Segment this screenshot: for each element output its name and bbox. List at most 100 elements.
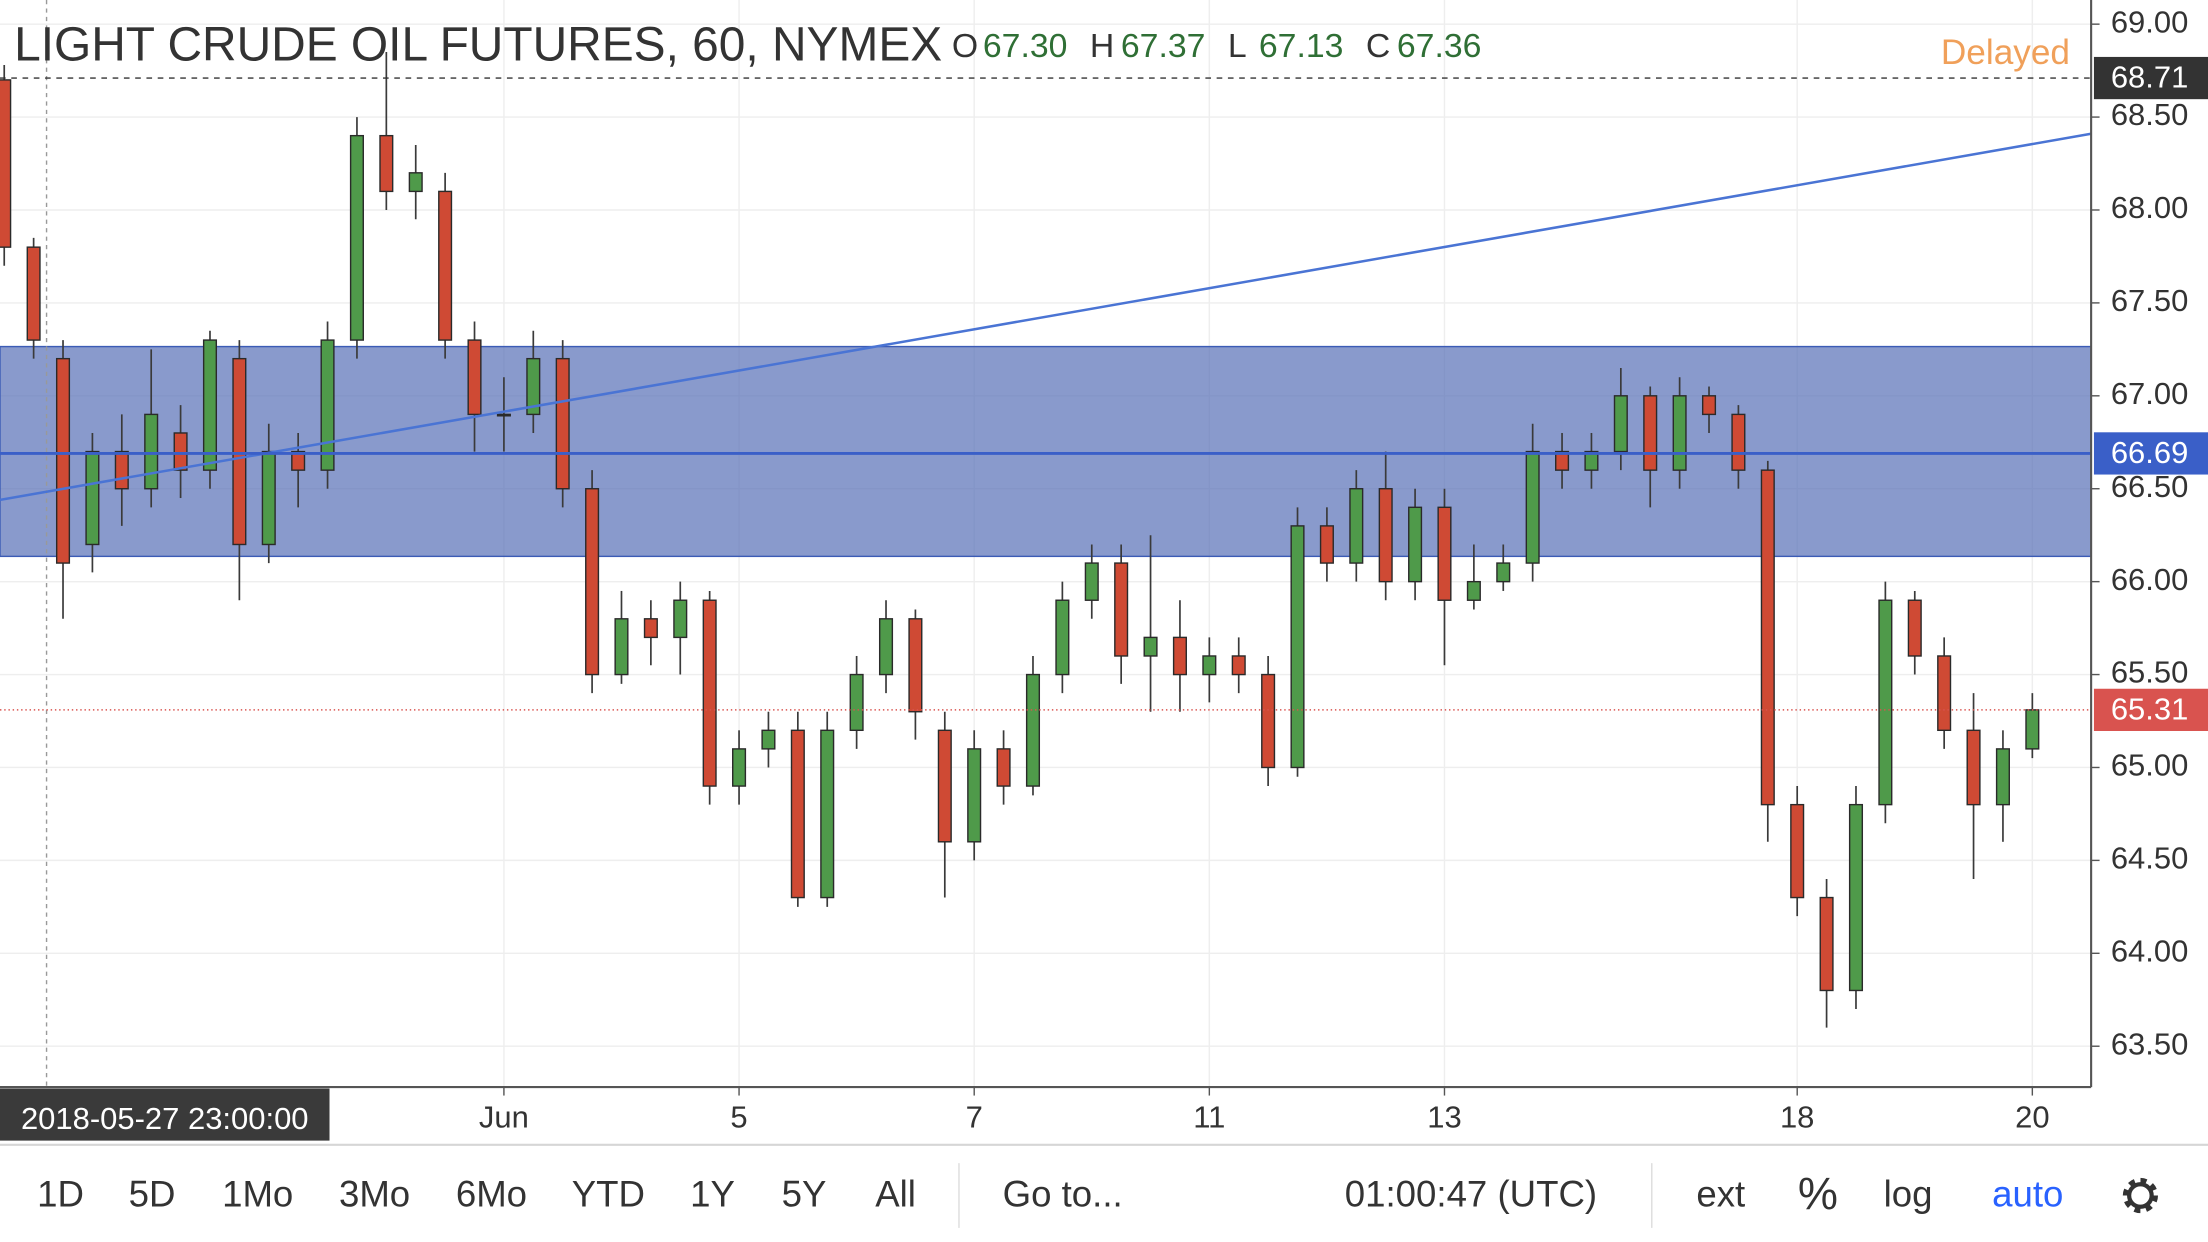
ohlc-key: L [1228, 27, 1247, 65]
candle-body [144, 413, 159, 490]
x-tick-label: 5 [730, 1100, 747, 1135]
candle-body [908, 618, 923, 713]
candle-body [849, 673, 864, 732]
ohlc-key: C [1366, 27, 1390, 65]
candle-body [438, 190, 453, 341]
candle-body [291, 450, 306, 471]
range-button[interactable]: 3Mo [339, 1174, 410, 1215]
goto-button[interactable]: Go to... [1003, 1174, 1123, 1215]
candle-body [1437, 506, 1452, 601]
price-label-box [2093, 688, 2208, 731]
option-button[interactable]: auto [1992, 1174, 2063, 1215]
range-button[interactable]: YTD [572, 1174, 645, 1215]
price-label: 68.71 [2111, 60, 2189, 95]
candle-body [967, 748, 982, 843]
plot [0, 0, 2092, 1088]
candle-body [996, 748, 1011, 787]
candle-body [55, 357, 71, 564]
y-tick-label: 67.50 [2111, 283, 2189, 318]
y-tick-label: 65.50 [2111, 655, 2189, 690]
range-button[interactable]: 1D [37, 1174, 84, 1215]
crosshair-label-box [0, 1088, 330, 1141]
candle-body [878, 618, 894, 676]
candle-body [1584, 450, 1599, 471]
candle-body [1319, 525, 1334, 564]
candle-body [526, 357, 541, 416]
clock: 01:00:47 (UTC) [1345, 1174, 1597, 1215]
y-tick-label: 68.50 [2111, 97, 2189, 132]
price-label-box [2093, 56, 2208, 100]
candle-body [761, 729, 776, 750]
x-tick-label: 20 [2015, 1100, 2049, 1135]
candle-body [1907, 599, 1922, 657]
candle-body [673, 599, 688, 639]
range-button[interactable]: 5Y [782, 1174, 827, 1215]
candle-body [2025, 709, 2040, 750]
candle-body [261, 450, 276, 546]
candle-body [614, 618, 629, 676]
candle-body [1701, 395, 1717, 416]
candle-body [1937, 655, 1952, 732]
option-button[interactable]: % [1798, 1168, 1838, 1219]
crosshair-label: 2018-05-27 23:00:00 [21, 1101, 309, 1136]
y-tick-label: 63.50 [2111, 1026, 2189, 1061]
trendline [0, 132, 2092, 502]
candle-body [202, 339, 218, 471]
y-tick-label: 66.50 [2111, 469, 2189, 504]
candle-body [1643, 395, 1658, 471]
y-tick-label: 65.00 [2111, 748, 2189, 783]
candle-body [320, 339, 335, 471]
candle-body [702, 599, 717, 787]
candle-body [1995, 748, 2010, 806]
range-button[interactable]: 1Y [690, 1174, 735, 1215]
y-tick-label: 67.00 [2111, 376, 2189, 411]
candle-body [1819, 896, 1834, 992]
candle-body [1790, 803, 1805, 899]
price-label: 66.69 [2111, 435, 2189, 470]
range-button[interactable]: 6Mo [456, 1174, 527, 1215]
x-tick-label: 11 [1193, 1100, 1225, 1135]
candle-body [1731, 413, 1746, 471]
option-button[interactable]: log [1884, 1174, 1933, 1215]
candle-body [467, 339, 482, 416]
candle-body [1613, 395, 1628, 453]
candle-body [1172, 636, 1187, 676]
candle-body [937, 729, 952, 843]
candle-body [1672, 395, 1687, 471]
candle-body [349, 134, 364, 341]
candle-body [1231, 655, 1246, 676]
range-button[interactable]: All [875, 1174, 916, 1215]
candle-body [1760, 469, 1775, 806]
y-tick-label: 64.50 [2111, 841, 2189, 876]
candle-body [790, 729, 805, 899]
zone [0, 345, 2092, 558]
candle-body [1408, 506, 1423, 583]
range-button[interactable]: 5D [129, 1174, 176, 1215]
candle-body [1084, 562, 1099, 601]
candle-body [1496, 562, 1511, 583]
y-tick-label: 68.00 [2111, 190, 2189, 225]
option-button[interactable]: ext [1696, 1174, 1745, 1215]
candle-body [496, 413, 511, 417]
settings-icon[interactable] [2122, 1177, 2159, 1214]
candle-body [732, 748, 747, 787]
candle-body [1290, 525, 1305, 769]
candle-body [232, 357, 247, 546]
candle-body [1202, 655, 1217, 676]
chart-title: LIGHT CRUDE OIL FUTURES, 60, NYMEX [14, 19, 942, 72]
candle-body [0, 79, 12, 248]
ohlc-value: 67.37 [1121, 27, 1206, 65]
status: Delayed [1941, 33, 2070, 72]
candle-body [1025, 673, 1041, 787]
y-tick-label: 64.00 [2111, 933, 2189, 968]
candle-body [1848, 803, 1864, 992]
range-button[interactable]: 1Mo [222, 1174, 293, 1215]
candle-body [1878, 599, 1893, 806]
x-tick-label: 18 [1780, 1100, 1814, 1135]
candle-body [1349, 488, 1364, 564]
candle-body [1466, 580, 1481, 601]
ohlc-key: O [952, 27, 978, 65]
